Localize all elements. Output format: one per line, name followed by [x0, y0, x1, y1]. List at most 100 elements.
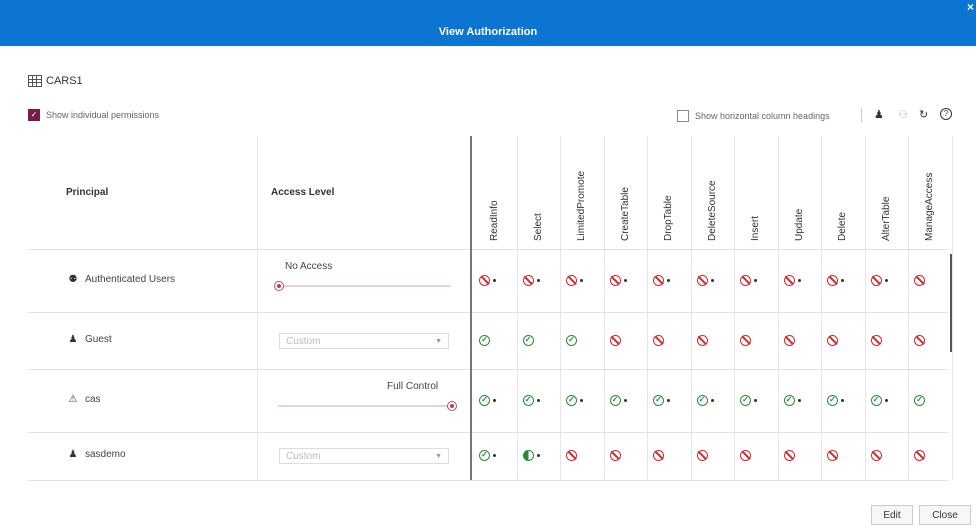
grant-icon: ✓: [740, 394, 751, 406]
permission-cell[interactable]: ✓: [479, 450, 496, 461]
permission-column-divider: [821, 136, 822, 480]
permission-cell[interactable]: [653, 334, 664, 346]
permission-cell[interactable]: [827, 450, 838, 461]
individual-permission-dot: [710, 278, 714, 282]
permission-cell[interactable]: [609, 334, 621, 346]
permission-cell[interactable]: ✓: [479, 334, 490, 346]
deny-icon: [696, 450, 708, 461]
permission-cell[interactable]: [740, 450, 751, 461]
permission-cell[interactable]: [870, 450, 882, 461]
permission-column-header[interactable]: CreateTable: [619, 187, 631, 241]
user-icon[interactable]: ♟: [874, 109, 884, 121]
deny-icon: [783, 274, 795, 286]
individual-permission-dot: [580, 278, 583, 282]
permission-cell[interactable]: ✓: [740, 394, 757, 406]
permission-cell[interactable]: ✓: [696, 394, 714, 406]
deny-icon: [827, 274, 838, 286]
access-level-label: Full Control: [387, 380, 439, 392]
individual-permission-dot: [536, 454, 540, 457]
permission-cell[interactable]: ✓: [783, 394, 801, 406]
grant-icon: ✓: [566, 334, 577, 346]
permission-column-header[interactable]: AlterTable: [880, 196, 892, 241]
deny-icon: [653, 334, 664, 346]
permission-cell[interactable]: ✓: [870, 394, 888, 406]
permission-column-header[interactable]: DropTable: [663, 195, 674, 241]
access-level-select[interactable]: Custom ▼: [279, 332, 449, 349]
permission-cell[interactable]: [914, 450, 925, 461]
permission-column-divider: [864, 136, 866, 480]
permission-cell[interactable]: ✓: [653, 394, 670, 406]
permission-cell[interactable]: [783, 450, 795, 461]
permission-cell[interactable]: ✓: [566, 394, 583, 406]
permission-column-header[interactable]: Delete: [837, 212, 848, 241]
permission-cell[interactable]: [740, 334, 751, 346]
permission-column-header[interactable]: Select: [532, 213, 544, 241]
access-slider-track[interactable]: [278, 284, 451, 287]
permission-cell[interactable]: [870, 334, 882, 346]
deny-icon: [479, 274, 490, 286]
edit-button[interactable]: Edit: [871, 505, 913, 525]
permission-cell[interactable]: ✓: [609, 394, 627, 406]
individual-permission-dot: [493, 398, 496, 402]
show-individual-permissions-option[interactable]: ✓ Show individual permissions: [28, 109, 159, 121]
permission-cell[interactable]: [827, 334, 838, 346]
access-level-header: Access Level: [271, 187, 335, 198]
vertical-scrollbar[interactable]: [950, 254, 952, 352]
permission-cell[interactable]: ✓: [914, 394, 925, 406]
permission-cell[interactable]: ✓: [827, 394, 844, 406]
individual-permission-dot: [754, 278, 757, 282]
permission-cell[interactable]: [522, 450, 540, 461]
access-slider-thumb[interactable]: [274, 280, 284, 291]
show-horizontal-headings-option[interactable]: Show horizontal column headings: [677, 110, 830, 122]
permission-cell[interactable]: [522, 274, 540, 286]
permission-cell[interactable]: ✓: [479, 394, 496, 406]
permission-column-header[interactable]: ReadInfo: [489, 200, 500, 241]
permission-cell[interactable]: [783, 274, 801, 286]
show-horizontal-checkbox[interactable]: [677, 110, 689, 122]
permission-cell[interactable]: [653, 450, 664, 461]
close-button[interactable]: Close: [919, 505, 971, 525]
permission-column-header[interactable]: Update: [793, 208, 805, 241]
permission-column-divider: [777, 136, 779, 480]
permission-cell[interactable]: [827, 274, 844, 286]
permission-column-header[interactable]: Insert: [750, 215, 761, 241]
permission-column-divider: [734, 136, 735, 480]
permission-column-header[interactable]: LimitedPromote: [576, 170, 587, 241]
show-individual-checkbox[interactable]: ✓: [28, 109, 40, 121]
permission-cell[interactable]: [696, 334, 708, 346]
close-icon[interactable]: ×: [966, 0, 974, 14]
user-icon: ♟: [68, 449, 78, 460]
group-icon[interactable]: ⚇: [898, 109, 908, 121]
help-icon[interactable]: ?: [940, 108, 952, 120]
table-icon: [28, 75, 42, 87]
permission-cell[interactable]: [609, 450, 621, 461]
permission-cell[interactable]: [914, 334, 925, 346]
access-level-select[interactable]: Custom ▼: [279, 448, 449, 464]
permission-cell[interactable]: [696, 274, 714, 286]
individual-permission-dot: [884, 398, 888, 402]
permission-cell[interactable]: [653, 274, 670, 286]
access-slider-track[interactable]: [278, 404, 451, 407]
title-bar: View Authorization ×: [0, 0, 976, 46]
permission-cell[interactable]: [609, 274, 627, 286]
permission-cell[interactable]: [740, 274, 757, 286]
permission-cell[interactable]: ✓: [522, 334, 534, 346]
refresh-icon[interactable]: ↻: [919, 109, 929, 121]
individual-permission-dot: [841, 278, 844, 282]
deny-icon: [870, 274, 882, 286]
permission-column-header[interactable]: ManageAccess: [924, 172, 935, 241]
permission-cell[interactable]: ✓: [566, 334, 577, 346]
permission-cell[interactable]: [914, 274, 925, 286]
permission-cell[interactable]: [783, 334, 795, 346]
permission-cell[interactable]: [870, 274, 888, 286]
principal-name: Guest: [85, 333, 112, 345]
permission-cell[interactable]: ✓: [522, 394, 540, 406]
permission-cell[interactable]: [566, 274, 583, 286]
permission-column-header[interactable]: DeleteSource: [706, 180, 718, 241]
access-slider-thumb[interactable]: [447, 400, 457, 411]
permission-column-divider: [908, 136, 909, 480]
permission-column-divider: [516, 136, 518, 480]
permission-cell[interactable]: [696, 450, 708, 461]
permission-cell[interactable]: [479, 274, 496, 286]
permission-cell[interactable]: [566, 450, 577, 461]
